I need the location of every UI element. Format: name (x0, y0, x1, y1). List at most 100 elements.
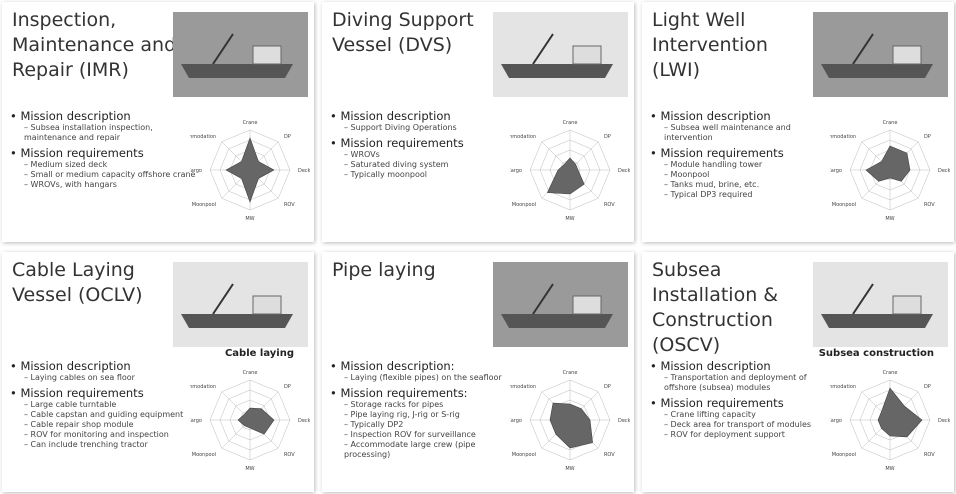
radar-axis-label: MW (565, 466, 574, 472)
radar-axis-label: Crane (883, 120, 898, 126)
bullet-item: Typically DP2 (344, 420, 520, 430)
bullet-heading: Mission requirements: (330, 386, 520, 400)
radar-axis-label: ROV (924, 452, 935, 458)
radar-axis-label: Accommodation (830, 384, 856, 390)
panel-title: Light Well Intervention (LWI) (652, 8, 817, 83)
bullet-heading: Mission requirements (10, 386, 200, 400)
bullet-heading: Mission requirements (650, 146, 840, 160)
ship-hull (821, 314, 933, 328)
panel-title: Inspection, Maintenance and Repair (IMR) (12, 8, 177, 83)
radar-axis-label: Deck (298, 168, 310, 174)
bullet-list: Mission descriptionTransportation and de… (650, 356, 840, 440)
radar-axis-label: Deck (938, 418, 950, 424)
radar-chart: CraneDPDeckROVMWMoonpoolCargoAccommodati… (190, 352, 310, 482)
radar-chart: CraneDPDeckROVMWMoonpoolCargoAccommodati… (510, 102, 630, 232)
bullet-list: Mission descriptionSubsea well maintenan… (650, 106, 840, 200)
slide-panel: Inspection, Maintenance and Repair (IMR)… (2, 2, 314, 242)
radar-axis-label: Moonpool (192, 202, 216, 208)
radar-axis-label: Cargo (510, 168, 522, 174)
radar-axis-label: Moonpool (512, 452, 536, 458)
radar-axis-label: DP (284, 384, 291, 390)
radar-axis-label: DP (924, 134, 931, 140)
radar-axis-label: Cargo (190, 418, 202, 424)
bullet-item: Saturated diving system (344, 160, 520, 170)
slide-panel: Subsea Installation & Construction (OSCV… (642, 252, 954, 492)
radar-axis-label: Moonpool (192, 452, 216, 458)
bullet-heading: Mission requirements (330, 136, 520, 150)
image-bg (173, 12, 308, 97)
bullet-item: Accommodate large crew (pipe processing) (344, 440, 520, 460)
radar-chart: CraneDPDeckROVMWMoonpoolCargoAccommodati… (190, 102, 310, 232)
bullet-item: Small or medium capacity offshore crane (24, 170, 200, 180)
panel-title: Pipe laying (332, 258, 497, 283)
panel-title: Cable Laying Vessel (OCLV) (12, 258, 177, 308)
radar-chart: CraneDPDeckROVMWMoonpoolCargoAccommodati… (510, 352, 630, 482)
slide-panel: Light Well Intervention (LWI) Mission des… (642, 2, 954, 242)
ship-hull (501, 314, 613, 328)
bullet-item: Laying cables on sea floor (24, 373, 200, 383)
bullet-item: ROV for monitoring and inspection (24, 430, 200, 440)
bullet-heading: Mission requirements (650, 396, 840, 410)
ship-image (493, 262, 628, 347)
slide-panel: Cable Laying Vessel (OCLV) Mission descri… (2, 252, 314, 492)
bullet-item: WROVs (344, 150, 520, 160)
radar-axis-label: MW (885, 466, 894, 472)
bullet-item: Support Diving Operations (344, 123, 520, 133)
bullet-heading: Mission description: (330, 359, 520, 373)
radar-area (878, 388, 922, 437)
ship-superstructure (253, 46, 281, 64)
radar-axis-label: MW (885, 216, 894, 222)
radar-axis-label: ROV (284, 452, 295, 458)
ship-superstructure (253, 296, 281, 314)
radar-axis-label: Cargo (830, 418, 842, 424)
radar-area (226, 138, 274, 202)
radar-axis-label: Deck (618, 418, 630, 424)
bullet-item: Deck area for transport of modules (664, 420, 840, 430)
ship-image (813, 12, 948, 97)
ship-superstructure (893, 46, 921, 64)
bullet-item: Pipe laying rig, J-rig or S-rig (344, 410, 520, 420)
image-bg (173, 262, 308, 347)
radar-axis-label: Crane (563, 370, 578, 376)
bullet-item: Can include trenching tractor (24, 440, 200, 450)
ship-superstructure (573, 46, 601, 64)
ship-image (173, 12, 308, 97)
bullet-item: Large cable turntable (24, 400, 200, 410)
radar-axis-label: Crane (883, 370, 898, 376)
bullet-list: Mission descriptionSupport Diving Operat… (330, 106, 520, 180)
bullet-item: WROVs, with hangars (24, 180, 200, 190)
bullet-heading: Mission description (650, 359, 840, 373)
radar-axis-label: Cargo (830, 168, 842, 174)
radar-axis-label: Deck (618, 168, 630, 174)
bullet-item: Laying (flexible pipes) on the seafloor (344, 373, 520, 383)
radar-axis-label: Deck (938, 168, 950, 174)
slide-panel: Diving Support Vessel (DVS)Mission descr… (322, 2, 634, 242)
ship-superstructure (573, 296, 601, 314)
image-bg (813, 12, 948, 97)
bullet-item: Storage racks for pipes (344, 400, 520, 410)
bullet-heading: Mission description (650, 109, 840, 123)
ship-image (813, 262, 948, 347)
radar-axis-label: DP (604, 384, 611, 390)
radar-axis-label: Accommodation (510, 384, 536, 390)
radar-axis-label: ROV (284, 202, 295, 208)
bullet-list: Mission descriptionSubsea installation i… (10, 106, 200, 190)
bullet-heading: Mission description (330, 109, 520, 123)
slide-panel: Pipe laying Mission description:Laying (f… (322, 252, 634, 492)
bullet-heading: Mission description (10, 359, 200, 373)
bullet-item: Tanks mud, brine, etc. (664, 180, 840, 190)
radar-axis-label: MW (245, 466, 254, 472)
ship-hull (181, 314, 293, 328)
ship-hull (501, 64, 613, 78)
bullet-heading: Mission requirements (10, 146, 200, 160)
radar-axis-label: Moonpool (512, 202, 536, 208)
radar-axis-label: DP (604, 134, 611, 140)
bullet-item: Inspection ROV for surveillance (344, 430, 520, 440)
radar-axis-label: ROV (924, 202, 935, 208)
radar-axis-label: Deck (298, 418, 310, 424)
ship-hull (181, 64, 293, 78)
panel-title: Subsea Installation & Construction (OSCV… (652, 258, 817, 358)
radar-axis-label: ROV (604, 452, 615, 458)
bullet-item: Module handling tower (664, 160, 840, 170)
image-bg (493, 262, 628, 347)
